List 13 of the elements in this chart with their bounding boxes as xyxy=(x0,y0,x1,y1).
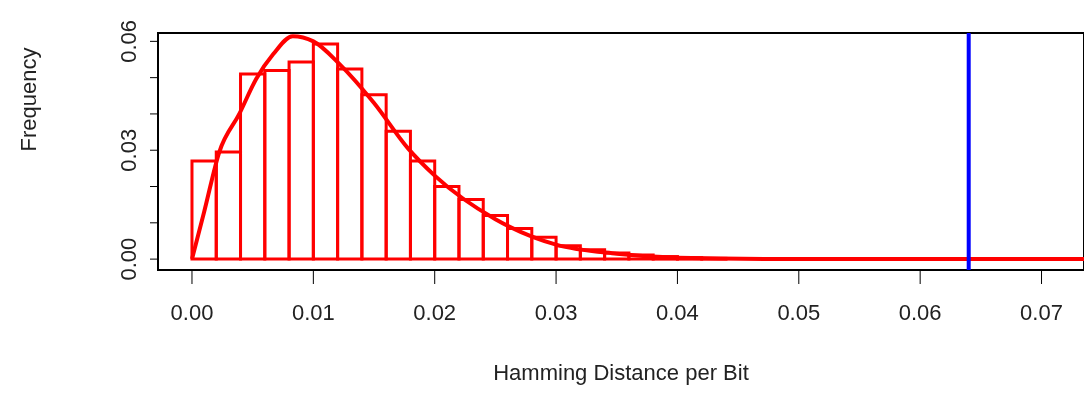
y-tick-label: 0.03 xyxy=(116,128,141,172)
y-tick-label: 0.00 xyxy=(116,237,141,281)
x-tick-label: 0.05 xyxy=(777,299,821,325)
x-tick-label: 0.07 xyxy=(1020,299,1063,325)
y-tick-label: 0.06 xyxy=(116,19,141,63)
x-tick-label: 0.04 xyxy=(656,299,699,325)
x-tick-label: 0.02 xyxy=(413,299,457,325)
x-tick-label: 0.01 xyxy=(291,299,335,325)
y-axis-title: Frequency xyxy=(15,47,41,152)
x-tick-label: 0.06 xyxy=(898,299,942,325)
x-axis-title: Hamming Distance per Bit xyxy=(493,360,749,385)
x-tick-label: 0.03 xyxy=(534,299,578,325)
x-tick-label: 0.00 xyxy=(170,299,214,325)
